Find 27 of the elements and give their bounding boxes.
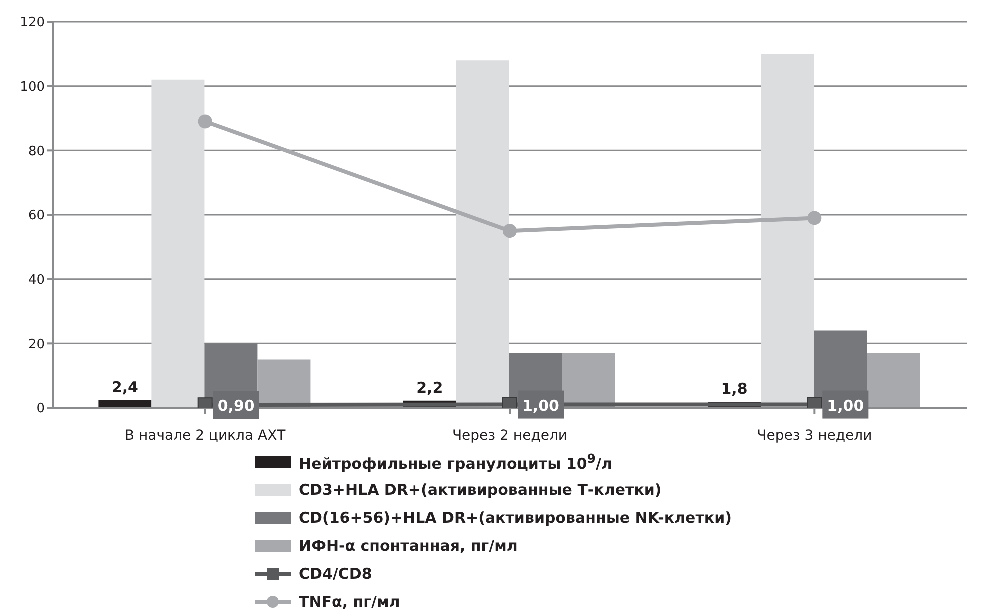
legend-label: ИФН-α спонтанная, пг/мл — [299, 537, 518, 555]
bar — [152, 80, 205, 408]
data-label: 2,4 — [112, 378, 138, 396]
data-label: 1,00 — [827, 396, 864, 415]
data-label: 1,8 — [721, 380, 748, 398]
point — [198, 114, 212, 129]
legend-label: TNFα, пг/мл — [299, 593, 400, 611]
data-label: 2,2 — [416, 378, 444, 397]
legend-label: CD4/CD8 — [299, 565, 372, 583]
y-tick-label: 20 — [28, 337, 45, 352]
y-tick-label: 0 — [36, 402, 45, 417]
point — [503, 224, 517, 238]
x-tick-label: Через 3 недели — [757, 428, 872, 444]
point — [808, 211, 822, 226]
bar — [867, 353, 920, 408]
y-tick-label: 100 — [20, 80, 45, 95]
y-tick-label: 80 — [28, 144, 45, 160]
legend-label: Нейтрофильные гранулоциты 10$^{9}$/л — [299, 451, 612, 473]
legend-label: CD3+HLA DR+(активированные Т-клетки) — [299, 481, 662, 499]
y-tick-label: 40 — [28, 272, 45, 288]
x-tick-label: Через 2 недели — [452, 428, 568, 444]
legend-label: CD(16+56)+HLA DR+(активированные NK-клетки) — [299, 509, 732, 527]
x-tick-label: В начале 2 цикла АХТ — [124, 428, 286, 444]
y-tick-label: 60 — [28, 208, 45, 224]
y-tick-label: 120 — [20, 16, 45, 31]
data-label: 1,00 — [522, 396, 560, 415]
data-label: 0,90 — [218, 397, 255, 416]
